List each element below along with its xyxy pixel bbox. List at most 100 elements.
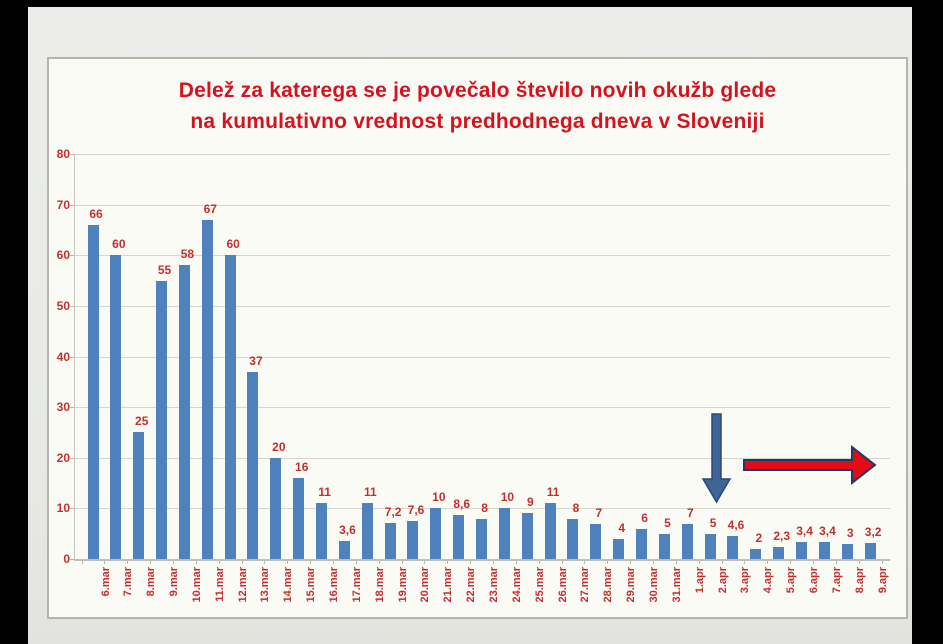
bar-25.mar [521, 513, 533, 559]
bar-5.apr [773, 547, 785, 559]
y-axis-tick-label: 80 [56, 147, 70, 161]
y-axis-tick-label: 0 [63, 552, 70, 566]
x-axis-tick-label: 8.apr [853, 567, 866, 594]
chart-container: Delež za katerega se je povečalo število… [47, 57, 908, 619]
x-axis-tick-mark [218, 560, 220, 564]
x-axis-tick-label: 25.mar [533, 567, 546, 603]
x-axis-tick-mark [195, 560, 197, 564]
bar-6.mar [87, 224, 99, 559]
bar-12.mar [224, 255, 236, 559]
bar-7.mar [110, 255, 122, 559]
x-axis-tick-label: 13.mar [259, 567, 272, 603]
slide-background: Delež za katerega se je povečalo število… [28, 7, 912, 644]
bar-value-label: 7 [686, 505, 694, 520]
x-axis-tick-label: 10.mar [190, 567, 203, 603]
y-axis-tick-mark [70, 559, 74, 560]
x-axis-tick-mark [630, 560, 632, 564]
y-axis-tick-mark [70, 457, 74, 459]
bar-30.mar [636, 528, 648, 559]
y-axis-tick-mark [70, 407, 74, 409]
bar-2.apr [704, 533, 716, 559]
x-axis-tick-label: 8.mar [145, 567, 158, 597]
plot-area: 0 10 20 30 40 50 60 70 80 66 6.mar 60 7.mar 25 8.mar 55… [49, 59, 906, 617]
y-axis-tick-label: 20 [56, 450, 70, 465]
x-axis-tick-label: 24.mar [510, 567, 523, 603]
bar-26.mar [544, 503, 556, 559]
bar-22.mar [453, 515, 465, 559]
x-axis-tick-mark [310, 560, 312, 564]
bar-value-label: 60 [112, 237, 126, 252]
gridline [74, 407, 890, 409]
bar-value-label: 9 [526, 495, 534, 510]
bar-28.mar [590, 523, 602, 559]
x-axis-baseline [74, 559, 890, 561]
right-arrow-icon [743, 444, 877, 486]
bar-value-label: 20 [272, 439, 286, 454]
x-axis-tick-label: 1.apr [693, 567, 706, 594]
bar-value-label: 7,2 [384, 504, 402, 519]
x-axis-tick-label: 5.apr [785, 567, 798, 594]
x-axis-tick-mark [424, 560, 426, 564]
x-axis-tick-label: 11.mar [213, 567, 226, 602]
bar-31.mar [658, 533, 670, 559]
chart-title-line2: na kumulativno vrednost predhodnega dnev… [190, 110, 765, 133]
x-axis-tick-mark [881, 560, 883, 564]
bar-7.apr [818, 541, 830, 559]
x-axis-tick-label: 15.mar [305, 567, 318, 603]
x-axis-tick-label: 27.mar [579, 567, 592, 603]
bar-value-label: 4,6 [727, 517, 745, 532]
bar-value-label: 5 [664, 515, 671, 530]
x-axis-tick-mark [607, 560, 609, 564]
bar-13.mar [247, 371, 259, 559]
x-axis-tick-mark [561, 560, 563, 564]
x-axis-tick-label: 7.apr [830, 567, 843, 594]
bar-value-label: 11 [546, 485, 560, 500]
bar-value-label: 4 [618, 520, 626, 535]
x-axis-tick-mark [767, 560, 769, 564]
x-axis-tick-mark [835, 560, 837, 564]
x-axis-tick-label: 3.apr [739, 567, 752, 594]
bar-17.mar [338, 540, 350, 559]
x-axis-tick-mark [858, 560, 860, 564]
y-axis-tick-mark [70, 154, 74, 155]
y-axis-tick-label: 40 [56, 349, 70, 364]
bar-1.apr [681, 523, 693, 559]
bar-15.mar [293, 478, 305, 559]
bar-value-label: 3,2 [864, 524, 882, 539]
gridline [74, 356, 890, 358]
bar-value-label: 10 [500, 490, 515, 505]
y-axis-tick-mark [70, 356, 74, 358]
x-axis-tick-mark [744, 560, 746, 564]
bar-value-label: 11 [363, 485, 377, 500]
x-axis-tick-mark [241, 560, 243, 564]
bar-value-label: 55 [157, 262, 172, 277]
x-axis-tick-label: 14.mar [282, 567, 295, 603]
x-axis-tick-label: 7.mar [122, 567, 135, 597]
x-axis-tick-mark [721, 560, 723, 564]
bar-value-label: 8 [481, 500, 488, 515]
bar-21.mar [430, 508, 442, 559]
bar-value-label: 3,6 [339, 522, 356, 537]
gridline [74, 508, 890, 510]
x-axis-tick-mark [698, 560, 700, 564]
x-axis-tick-label: 6.mar [99, 567, 112, 597]
x-axis-tick-mark [264, 560, 266, 564]
x-axis-tick-mark [492, 560, 494, 564]
y-axis-tick-mark [70, 305, 74, 307]
bar-8.mar [133, 432, 145, 559]
gridline [74, 457, 890, 459]
bar-24.mar [498, 508, 510, 559]
x-axis-tick-mark [675, 560, 677, 564]
bar-10.mar [178, 265, 190, 559]
bar-4.apr [750, 548, 762, 559]
x-axis-tick-label: 6.apr [808, 567, 821, 594]
bar-value-label: 6 [641, 510, 648, 525]
gridline [74, 305, 890, 307]
x-axis-tick-label: 19.mar [396, 567, 409, 603]
x-axis-tick-mark [470, 560, 472, 564]
y-axis-tick-mark [70, 255, 74, 257]
y-axis-tick-label: 10 [56, 501, 70, 516]
bar-value-label: 25 [135, 414, 149, 429]
x-axis-tick-mark [401, 560, 403, 564]
bar-value-label: 8,6 [453, 497, 471, 512]
